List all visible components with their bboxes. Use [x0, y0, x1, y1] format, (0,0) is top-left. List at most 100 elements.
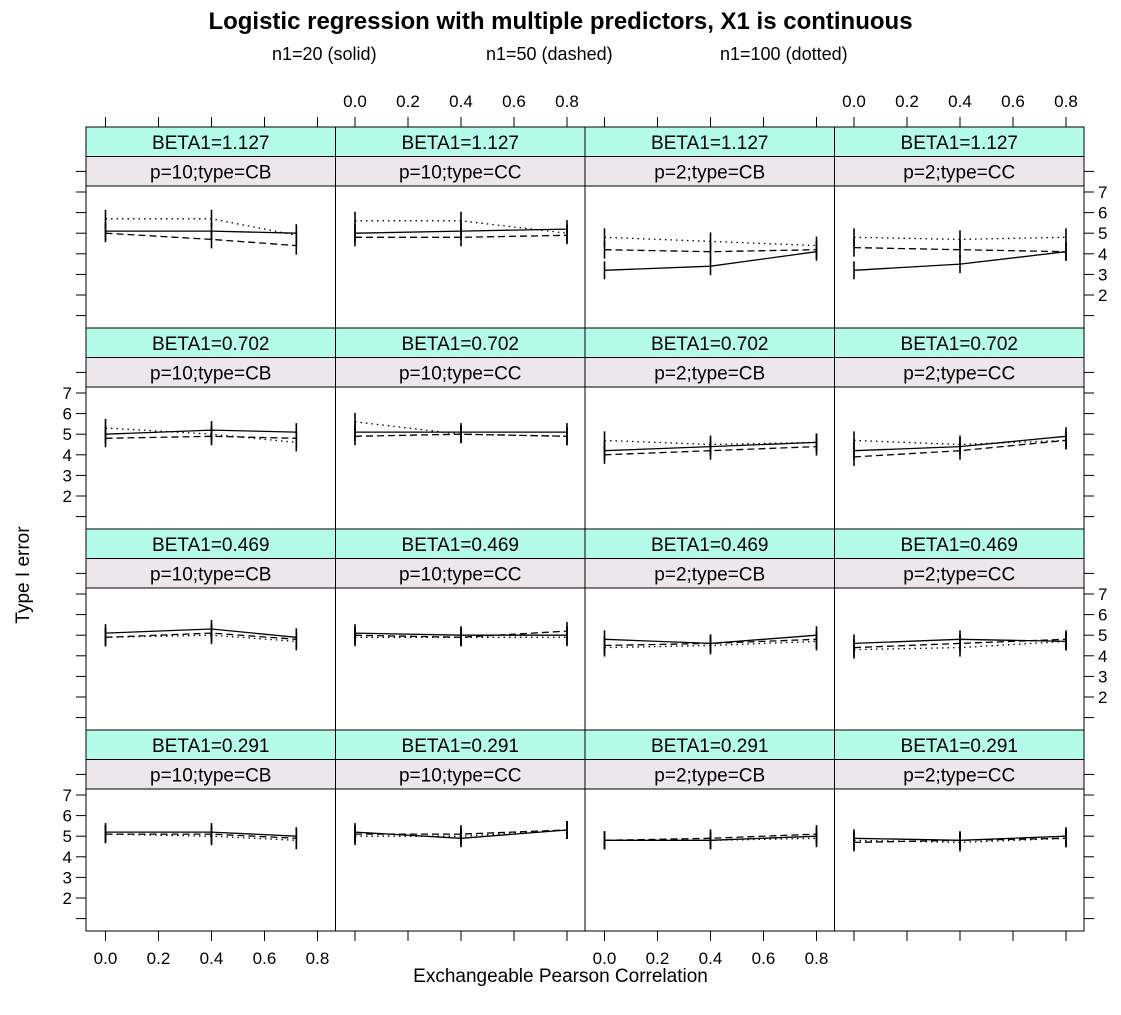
x-tick-label: 0.6	[752, 949, 776, 968]
strip-bottom-label: p=2;type=CB	[654, 163, 765, 184]
y-tick-label: 7	[63, 384, 72, 403]
panel-frame	[335, 587, 586, 731]
y-tick-label: 6	[63, 405, 72, 424]
x-tick-label: 0.6	[502, 92, 526, 111]
strip-bottom	[335, 759, 586, 790]
panel-frame	[85, 587, 336, 731]
strip-bottom-label: p=2;type=CC	[903, 565, 1015, 586]
strip-bottom-label: p=10;type=CB	[150, 766, 271, 787]
chart-title: Logistic regression with multiple predic…	[208, 8, 913, 35]
series-line-dotted	[105, 634, 297, 643]
series-line-dashed	[604, 833, 817, 841]
strip-top	[834, 126, 1085, 157]
strip-bottom-label: p=10;type=CB	[150, 364, 271, 385]
series-line-dotted	[853, 640, 1067, 651]
panel-frame	[85, 185, 336, 329]
legend-solid: n1=20 (solid)	[272, 44, 377, 64]
panel-frame	[335, 386, 586, 530]
strip-bottom	[834, 357, 1085, 388]
y-tick-label: 3	[63, 466, 72, 485]
y-tick-label: 6	[1098, 606, 1107, 625]
series-line-dashed	[604, 249, 817, 253]
series-line-dotted	[604, 640, 817, 649]
series-line-dashed	[853, 439, 1067, 458]
strip-bottom-label: p=2;type=CB	[654, 766, 765, 787]
strip-bottom	[834, 558, 1085, 589]
x-tick-label: 0.0	[94, 949, 118, 968]
strip-top-label: BETA1=0.291	[901, 736, 1018, 757]
series-line-dashed	[354, 630, 568, 638]
series-line-solid	[105, 429, 297, 435]
strip-bottom-label: p=10;type=CC	[399, 766, 522, 787]
strip-top-label: BETA1=1.127	[651, 133, 768, 154]
x-tick-label: 0.2	[895, 92, 919, 111]
x-tick-label: 0.2	[147, 949, 171, 968]
strip-top-label: BETA1=0.469	[901, 535, 1018, 556]
strip-top-label: BETA1=0.291	[152, 736, 269, 757]
panel-frame	[335, 185, 586, 329]
strip-top	[335, 528, 586, 559]
series-line-dashed	[853, 638, 1067, 649]
strip-top-label: BETA1=1.127	[402, 133, 519, 154]
x-axis-label: Exchangeable Pearson Correlation	[413, 966, 708, 987]
series-line-dashed	[105, 232, 297, 247]
x-tick-label: 0.0	[343, 92, 367, 111]
x-tick-label: 0.4	[449, 92, 473, 111]
strip-top-label: BETA1=0.702	[402, 334, 519, 355]
panel-frame	[85, 788, 336, 932]
panel-frame	[834, 788, 1085, 932]
y-tick-label: 7	[1098, 183, 1107, 202]
series-line-dashed	[604, 638, 817, 647]
y-tick-label: 5	[63, 425, 72, 444]
series-line-dashed	[853, 837, 1067, 844]
strip-bottom-label: p=10;type=CC	[399, 364, 522, 385]
strip-bottom	[335, 357, 586, 388]
series-line-dashed	[604, 445, 817, 456]
series-line-dotted	[354, 421, 568, 437]
strip-bottom-label: p=2;type=CC	[903, 364, 1015, 385]
y-tick-label: 4	[63, 446, 72, 465]
legend-dashed: n1=50 (dashed)	[486, 44, 613, 64]
strip-bottom	[834, 759, 1085, 790]
strip-bottom	[584, 156, 835, 187]
strip-top-label: BETA1=0.469	[152, 535, 269, 556]
strip-top-label: BETA1=0.469	[402, 535, 519, 556]
x-tick-label: 0.2	[396, 92, 420, 111]
y-tick-label: 4	[1098, 245, 1107, 264]
strip-top	[85, 528, 336, 559]
panel-frame	[584, 587, 835, 731]
series-line-dashed	[105, 632, 297, 640]
y-tick-label: 5	[63, 827, 72, 846]
strip-bottom	[335, 156, 586, 187]
strip-bottom-label: p=10;type=CB	[150, 163, 271, 184]
x-tick-label: 0.8	[555, 92, 579, 111]
strip-top	[584, 729, 835, 760]
strip-top-label: BETA1=1.127	[901, 133, 1018, 154]
series-line-dotted	[604, 439, 817, 446]
series-line-dotted	[853, 837, 1067, 844]
series-line-dotted	[604, 236, 817, 247]
panel-frame	[335, 788, 586, 932]
series-line-dotted	[853, 236, 1067, 241]
y-tick-label: 3	[1098, 667, 1107, 686]
x-tick-label: 0.8	[805, 949, 829, 968]
strip-top-label: BETA1=0.469	[651, 535, 768, 556]
x-tick-label: 0.0	[842, 92, 866, 111]
strip-top-label: BETA1=1.127	[152, 133, 269, 154]
strip-top-label: BETA1=0.702	[901, 334, 1018, 355]
strip-bottom-label: p=10;type=CC	[399, 163, 522, 184]
y-tick-label: 4	[63, 848, 72, 867]
panel-frame	[834, 587, 1085, 731]
strip-top-label: BETA1=0.291	[651, 736, 768, 757]
series-line-dashed	[105, 435, 297, 439]
panel-frame	[85, 386, 336, 530]
strip-top	[335, 126, 586, 157]
y-tick-label: 3	[1098, 265, 1107, 284]
panel-frame	[584, 788, 835, 932]
x-tick-label: 0.4	[948, 92, 972, 111]
strip-bottom-label: p=2;type=CC	[903, 163, 1015, 184]
strip-bottom	[584, 357, 835, 388]
series-line-dotted	[853, 439, 1067, 446]
y-tick-label: 2	[63, 487, 72, 506]
x-tick-label: 0.6	[253, 949, 277, 968]
